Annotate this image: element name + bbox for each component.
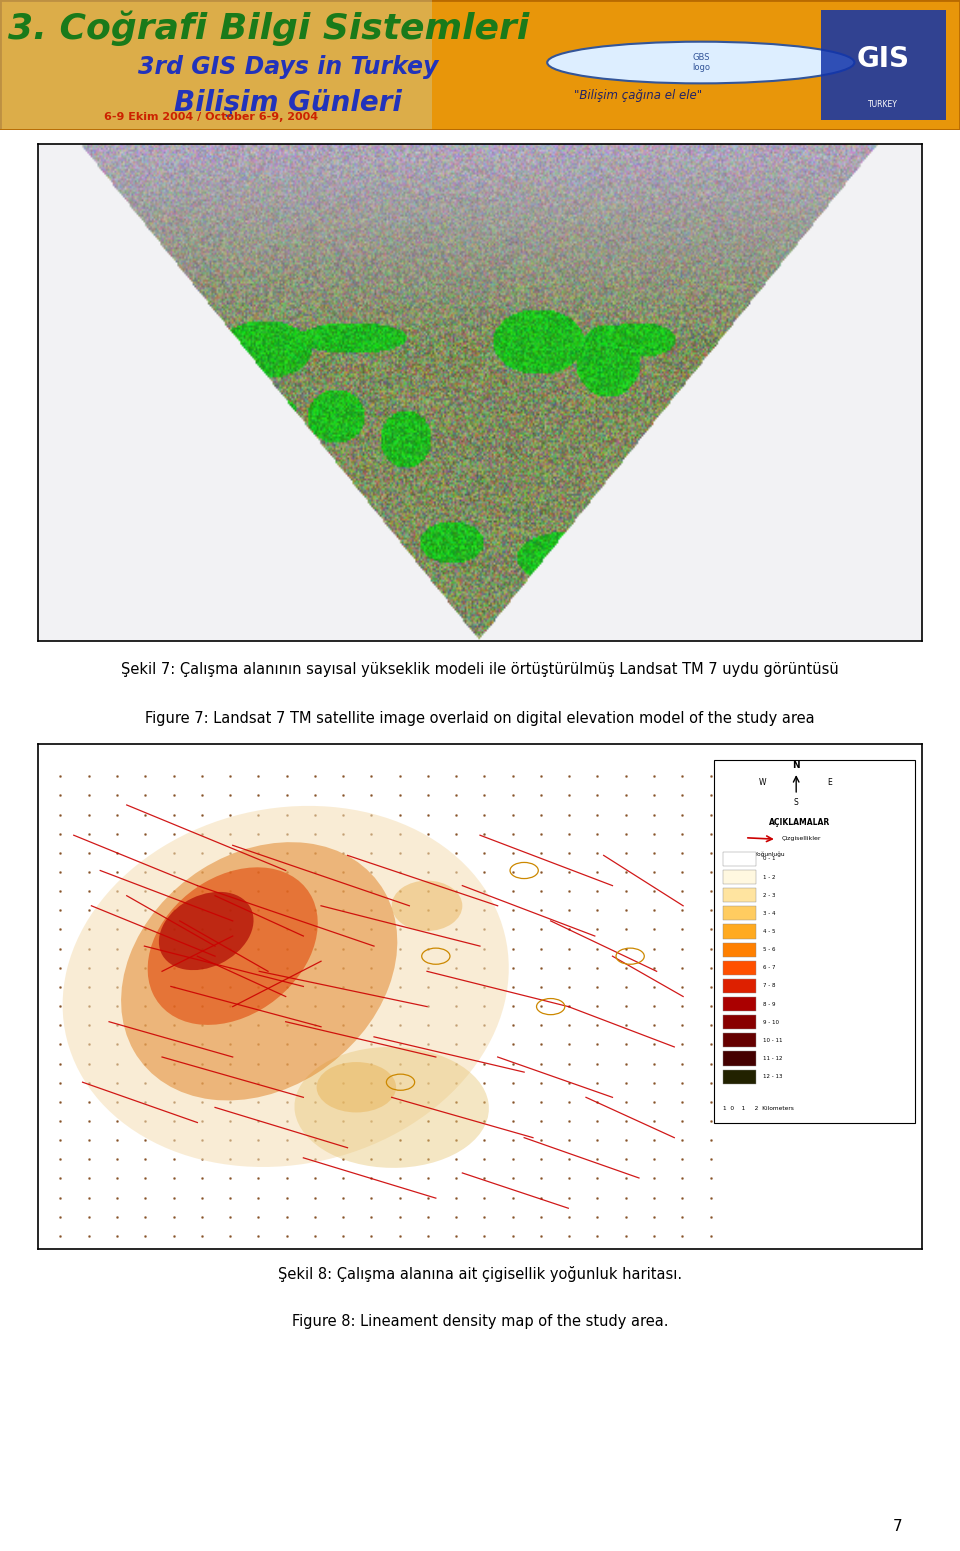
Text: 3rd GIS Days in Turkey: 3rd GIS Days in Turkey — [138, 54, 438, 79]
Bar — [723, 924, 756, 938]
Text: 7 - 8: 7 - 8 — [762, 983, 775, 988]
Text: S: S — [794, 799, 799, 808]
Text: Şekil 7: Çalışma alanının sayısal yükseklik modeli ile örtüştürülmüş Landsat TM : Şekil 7: Çalışma alanının sayısal yüksek… — [121, 662, 839, 676]
Bar — [723, 906, 756, 920]
Text: 8 - 9: 8 - 9 — [762, 1002, 775, 1007]
Text: 9 - 10: 9 - 10 — [762, 1019, 779, 1025]
Text: Şekil 8: Çalışma alanına ait çigisellik yoğunluk haritası.: Şekil 8: Çalışma alanına ait çigisellik … — [278, 1266, 682, 1283]
Text: N: N — [792, 760, 800, 769]
Bar — [714, 760, 916, 1123]
Text: 6 - 7: 6 - 7 — [762, 965, 775, 971]
Text: GBS
logo: GBS logo — [692, 53, 709, 73]
Text: 7: 7 — [893, 1520, 902, 1534]
Text: 0 - 1: 0 - 1 — [762, 856, 775, 861]
Ellipse shape — [317, 1062, 396, 1112]
Bar — [723, 979, 756, 993]
Bar — [723, 997, 756, 1011]
Text: E: E — [828, 777, 832, 786]
Text: Çizgisellikler: Çizgisellikler — [782, 836, 822, 841]
Ellipse shape — [148, 867, 318, 1025]
Bar — [723, 1070, 756, 1084]
Text: 1 - 2: 1 - 2 — [762, 875, 775, 879]
Bar — [0, 0, 432, 130]
Text: 11 - 12: 11 - 12 — [762, 1056, 782, 1061]
Bar — [821, 11, 946, 119]
Text: 4 - 5: 4 - 5 — [762, 929, 775, 934]
Text: 1  0    1     2  Kilometers: 1 0 1 2 Kilometers — [723, 1106, 794, 1112]
Bar — [723, 889, 756, 903]
Bar — [723, 943, 756, 957]
Bar — [723, 1052, 756, 1066]
Circle shape — [547, 42, 854, 84]
Text: GIS: GIS — [856, 45, 910, 73]
Text: Çizgisellik Yoğunluğu: Çizgisellik Yoğunluğu — [723, 851, 784, 858]
Text: 3. Coğrafi Bilgi Sistemleri: 3. Coğrafi Bilgi Sistemleri — [9, 11, 529, 47]
Text: Bilişim Günleri: Bilişim Günleri — [174, 88, 402, 116]
Text: AÇIKLAMALAR: AÇIKLAMALAR — [769, 817, 830, 827]
Ellipse shape — [392, 881, 463, 931]
Bar — [723, 960, 756, 976]
Bar — [723, 851, 756, 865]
Text: Figure 8: Lineament density map of the study area.: Figure 8: Lineament density map of the s… — [292, 1314, 668, 1329]
Ellipse shape — [121, 842, 397, 1101]
Text: 3 - 4: 3 - 4 — [762, 910, 775, 915]
Text: W: W — [758, 777, 766, 786]
Text: 12 - 13: 12 - 13 — [762, 1075, 782, 1079]
Ellipse shape — [295, 1047, 489, 1168]
Text: 10 - 11: 10 - 11 — [762, 1038, 782, 1042]
Bar — [723, 1033, 756, 1047]
Text: 6-9 Ekim 2004 / October 6-9, 2004: 6-9 Ekim 2004 / October 6-9, 2004 — [104, 113, 319, 123]
Text: TURKEY: TURKEY — [868, 99, 899, 109]
Bar — [723, 870, 756, 884]
Text: Figure 7: Landsat 7 TM satellite image overlaid on digital elevation model of th: Figure 7: Landsat 7 TM satellite image o… — [145, 710, 815, 726]
Text: "Bilişim çağına el ele": "Bilişim çağına el ele" — [574, 88, 703, 102]
Text: 5 - 6: 5 - 6 — [762, 948, 775, 952]
Text: 2 - 3: 2 - 3 — [762, 893, 775, 898]
Bar — [723, 1016, 756, 1030]
Ellipse shape — [62, 807, 509, 1166]
Ellipse shape — [158, 892, 253, 969]
